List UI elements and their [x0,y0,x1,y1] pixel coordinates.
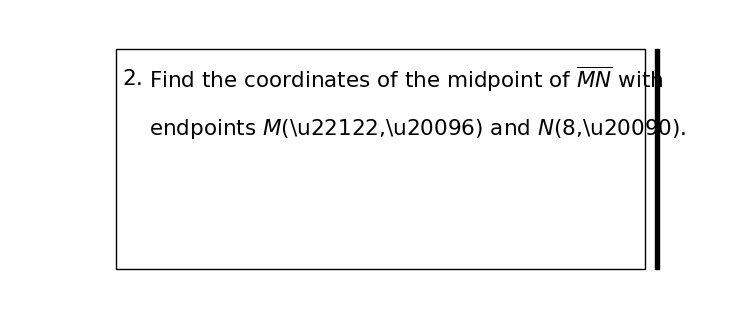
Text: Find the coordinates of the midpoint of $\overline{\mathit{MN}}$ with: Find the coordinates of the midpoint of … [149,64,663,94]
FancyBboxPatch shape [115,49,646,269]
Text: $\mathregular{2.}$: $\mathregular{2.}$ [123,69,143,89]
Text: endpoints $\mathit{M}$(\u22122,\u20096) and $\mathit{N}$(8,\u20090).: endpoints $\mathit{M}$(\u22122,\u20096) … [149,117,686,141]
